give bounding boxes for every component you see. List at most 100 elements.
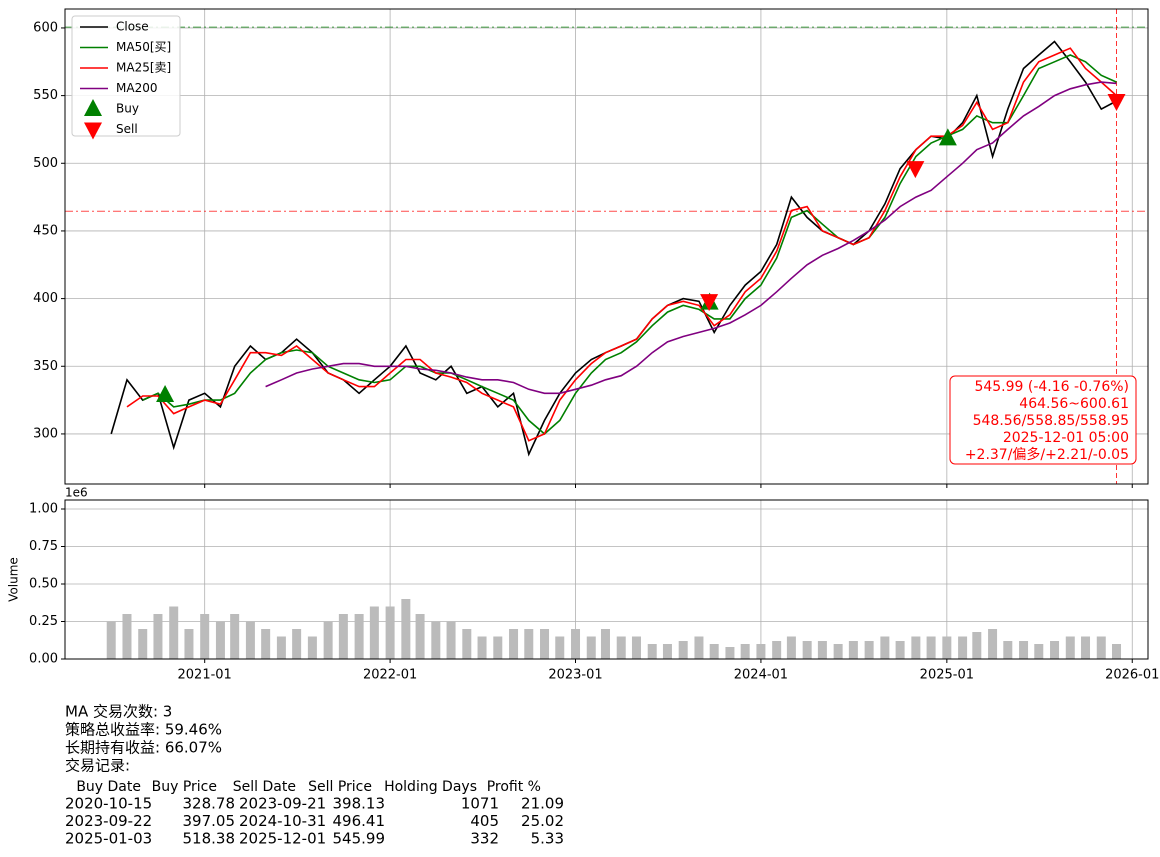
volume-bar <box>880 636 890 659</box>
volume-bar <box>586 636 596 659</box>
volume-bar <box>200 614 210 659</box>
volume-bar <box>600 629 610 659</box>
volume-bar <box>276 636 286 659</box>
table-cell: 405 <box>470 812 499 830</box>
volume-bar <box>662 644 672 659</box>
table-cell: 1071 <box>461 795 499 813</box>
volume-bar <box>540 629 550 659</box>
x-tick-label: 2021-01 <box>178 668 232 683</box>
legend-label: MA200 <box>116 81 157 95</box>
table-header: Holding Days <box>384 779 477 795</box>
x-tick-label: 2025-01 <box>920 668 974 683</box>
table-cell: 332 <box>470 830 499 848</box>
annotation-text: 2025-12-01 05:00 <box>1003 430 1129 446</box>
legend-label: Buy <box>116 102 139 116</box>
volume-bar <box>153 614 163 659</box>
volume-bar <box>415 614 425 659</box>
x-tick-label: 2022-01 <box>363 668 417 683</box>
volume-bar <box>245 621 255 659</box>
plot-frame <box>64 8 1149 485</box>
volume-bar <box>1081 636 1091 659</box>
volume-bar <box>462 629 472 659</box>
annotation-text: +2.37/偏多/+2.21/-0.05 <box>965 446 1129 463</box>
y-tick-label: 300 <box>33 426 58 441</box>
table-cell: 397.05 <box>183 812 236 830</box>
trade-marker <box>938 128 957 146</box>
volume-bar <box>338 614 348 659</box>
volume-bar <box>647 644 657 659</box>
report-line: 策略总收益率: 59.46% <box>65 721 222 739</box>
table-header: Buy Date <box>76 779 141 795</box>
annotation-text: 548.56/558.85/558.95 <box>973 413 1129 429</box>
y-tick-label: 0.25 <box>29 614 58 629</box>
volume-bar <box>369 606 379 659</box>
legend-label: Close <box>116 20 149 34</box>
volume-bar <box>817 641 827 659</box>
y-tick-label: 0.75 <box>29 539 58 554</box>
table-header: Sell Price <box>308 779 372 795</box>
table-header: Sell Date <box>233 779 296 795</box>
volume-bar <box>524 629 534 659</box>
volume-bar <box>926 636 936 659</box>
volume-bar <box>756 644 766 659</box>
volume-bar <box>988 629 998 659</box>
legend-box <box>71 15 181 137</box>
volume-bar <box>323 621 333 659</box>
table-cell: 2023-09-21 <box>239 795 326 813</box>
volume-bar <box>493 636 503 659</box>
table-cell: 2024-10-31 <box>239 812 326 830</box>
table-cell: 2025-01-03 <box>65 830 152 848</box>
x-tick-label: 2026-01 <box>1105 668 1159 683</box>
table-header: Buy Price <box>152 779 217 795</box>
table-cell: 2020-10-15 <box>65 795 152 813</box>
volume-bar <box>555 636 565 659</box>
legend-label: Sell <box>116 122 138 136</box>
volume-bar <box>261 629 271 659</box>
volume-bar <box>972 632 982 659</box>
axis-offset-label: 1e6 <box>65 486 88 500</box>
table-cell: 2023-09-22 <box>65 812 152 830</box>
volume-bar <box>509 629 519 659</box>
legend-label: MA50[买] <box>116 40 171 54</box>
volume-bar <box>942 636 952 659</box>
volume-bar <box>1003 641 1013 659</box>
y-tick-label: 500 <box>33 156 58 171</box>
volume-bar <box>446 621 456 659</box>
volume-bar <box>709 644 719 659</box>
volume-bar <box>864 641 874 659</box>
series-line <box>126 47 1118 442</box>
volume-bar <box>1096 636 1106 659</box>
volume-bar <box>833 644 843 659</box>
table-cell: 25.02 <box>521 812 564 830</box>
y-tick-label: 600 <box>33 20 58 35</box>
volume-bar <box>958 636 968 659</box>
volume-bar <box>848 641 858 659</box>
volume-bar <box>895 641 905 659</box>
legend-label: MA25[卖] <box>116 61 171 75</box>
volume-bar <box>1065 636 1075 659</box>
y-tick-label: 350 <box>33 359 58 374</box>
volume-bar <box>616 636 626 659</box>
volume-bar <box>122 614 132 659</box>
volume-bar <box>215 621 225 659</box>
series-line <box>265 81 1117 395</box>
volume-bar <box>169 606 179 659</box>
report-line: 长期持有收益: 66.07% <box>65 739 222 757</box>
volume-bar <box>292 629 302 659</box>
table-cell: 21.09 <box>521 795 564 813</box>
table-cell: 496.41 <box>333 812 386 830</box>
volume-bar <box>106 621 116 659</box>
legend-swatch <box>84 99 102 116</box>
volume-bar <box>694 636 704 659</box>
y-tick-label: 0.50 <box>29 577 58 592</box>
volume-bar <box>477 636 487 659</box>
annotation-text: 464.56~600.61 <box>1019 396 1129 412</box>
trade-marker <box>1107 94 1126 112</box>
volume-bar <box>138 629 148 659</box>
volume-bar <box>230 614 240 659</box>
table-cell: 5.33 <box>531 830 564 848</box>
y-tick-label: 450 <box>33 223 58 238</box>
y-tick-label: 400 <box>33 291 58 306</box>
y-tick-label: 0.00 <box>29 652 58 667</box>
volume-bar <box>431 621 441 659</box>
